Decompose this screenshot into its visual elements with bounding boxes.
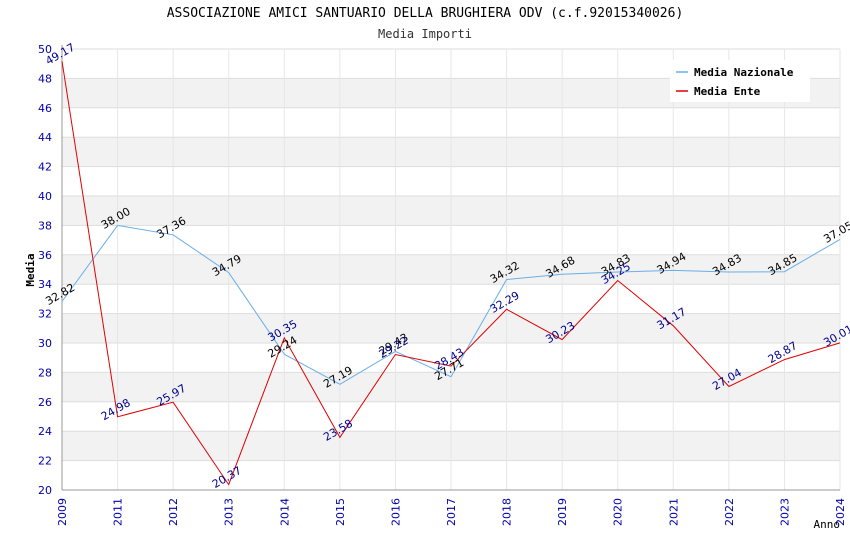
x-tick-label: 2023 bbox=[778, 498, 791, 526]
y-tick-label: 20 bbox=[38, 484, 52, 497]
y-tick-label: 42 bbox=[38, 161, 52, 174]
x-tick-label: 2016 bbox=[389, 498, 402, 526]
data-label: 20.37 bbox=[210, 464, 244, 491]
y-tick-label: 38 bbox=[38, 219, 52, 232]
y-tick-label: 46 bbox=[38, 102, 52, 115]
series-line-media-ente bbox=[61, 61, 841, 486]
x-tick-label: 2018 bbox=[501, 498, 514, 526]
x-tick-label: 2024 bbox=[834, 498, 847, 526]
y-tick-label: 36 bbox=[38, 249, 52, 262]
y-tick-label: 44 bbox=[38, 131, 52, 144]
y-tick-label: 32 bbox=[38, 308, 52, 321]
x-tick-label: 2014 bbox=[278, 498, 291, 526]
y-tick-label: 22 bbox=[38, 455, 52, 468]
legend-box bbox=[670, 60, 810, 102]
x-tick-label: 2020 bbox=[612, 498, 625, 526]
y-tick-label: 40 bbox=[38, 190, 52, 203]
y-tick-label: 24 bbox=[38, 425, 52, 438]
x-tick-label: 2011 bbox=[112, 498, 125, 526]
y-tick-label: 28 bbox=[38, 366, 52, 379]
x-tick-label: 2013 bbox=[223, 498, 236, 526]
legend-label: Media Nazionale bbox=[694, 66, 794, 79]
x-tick-label: 2022 bbox=[723, 498, 736, 526]
x-tick-label: 2019 bbox=[556, 498, 569, 526]
y-tick-label: 34 bbox=[38, 278, 52, 291]
chart-title: ASSOCIAZIONE AMICI SANTUARIO DELLA BRUGH… bbox=[166, 6, 684, 21]
y-axis-title: Media bbox=[24, 253, 37, 286]
series-line-media-nazionale bbox=[61, 224, 841, 385]
x-axis-title: Anno bbox=[814, 518, 841, 531]
x-tick-label: 2009 bbox=[56, 498, 69, 526]
x-tick-label: 2017 bbox=[445, 498, 458, 526]
y-tick-label: 26 bbox=[38, 396, 52, 409]
x-tick-label: 2015 bbox=[334, 498, 347, 526]
y-tick-label: 30 bbox=[38, 337, 52, 350]
legend-label: Media Ente bbox=[694, 85, 761, 98]
x-tick-label: 2012 bbox=[167, 498, 180, 526]
y-tick-label: 50 bbox=[38, 43, 52, 56]
chart-subtitle: Media Importi bbox=[378, 27, 472, 41]
y-tick-label: 48 bbox=[38, 72, 52, 85]
x-tick-label: 2021 bbox=[667, 498, 680, 526]
